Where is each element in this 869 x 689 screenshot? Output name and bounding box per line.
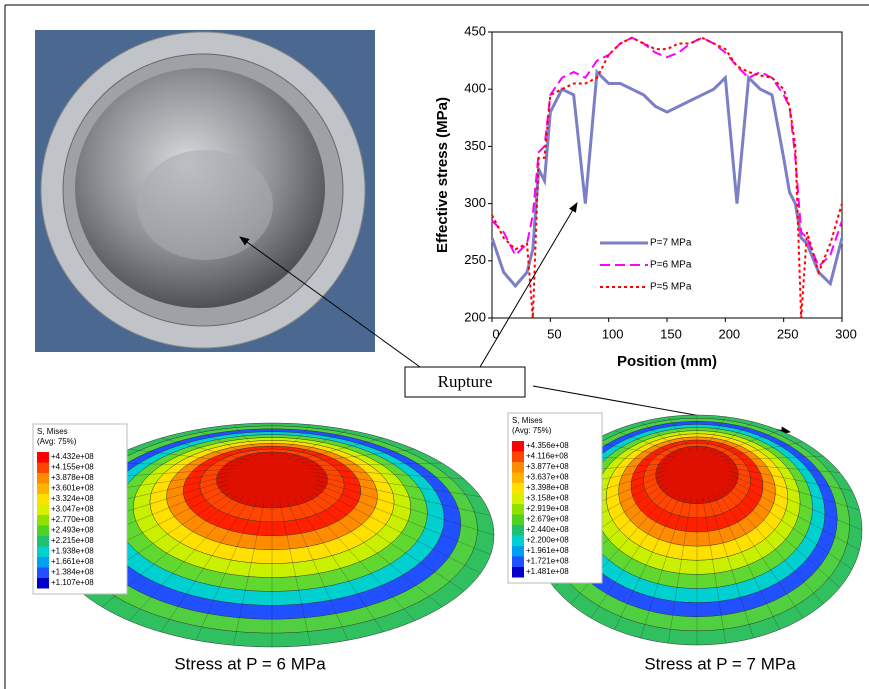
legend-label: +2.440e+08 — [526, 525, 569, 534]
legend-label: P=5 MPa — [650, 282, 692, 293]
legend-swatch — [37, 473, 49, 484]
legend-label: +3.601e+08 — [51, 484, 94, 493]
legend-swatch — [512, 494, 524, 505]
legend-label: +2.493e+08 — [51, 526, 94, 535]
legend-swatch — [512, 483, 524, 494]
legend-swatch — [512, 525, 524, 536]
legend-swatch — [37, 578, 49, 589]
caption: Stress at P = 6 MPa — [174, 654, 326, 673]
legend-label: +1.107e+08 — [51, 578, 94, 587]
legend-label: +2.215e+08 — [51, 536, 94, 545]
legend-swatch — [512, 441, 524, 452]
y-tick-label: 350 — [464, 138, 486, 153]
y-tick-label: 450 — [464, 23, 486, 38]
contour-band — [217, 452, 328, 508]
legend-label: +1.384e+08 — [51, 568, 94, 577]
legend-title: S, Mises — [37, 427, 68, 436]
legend-swatch — [512, 462, 524, 473]
legend-swatch — [37, 494, 49, 505]
y-tick-label: 400 — [464, 81, 486, 96]
x-tick-label: 150 — [660, 326, 682, 341]
line-chart: 200250300350400450050100150200250300Effe… — [434, 23, 857, 370]
legend-label: +3.877e+08 — [526, 462, 569, 471]
y-tick-label: 250 — [464, 252, 486, 267]
legend-swatch — [37, 568, 49, 579]
legend-swatch — [37, 484, 49, 495]
legend-subtitle: (Avg: 75%) — [512, 426, 552, 435]
caption: Stress at P = 7 MPa — [644, 654, 796, 673]
legend-label: +4.116e+08 — [526, 452, 569, 461]
legend-label: +4.432e+08 — [51, 452, 94, 461]
legend-label: P=7 MPa — [650, 238, 692, 249]
legend-label: +3.047e+08 — [51, 505, 94, 514]
y-tick-label: 300 — [464, 195, 486, 210]
legend-swatch — [37, 557, 49, 568]
legend-subtitle: (Avg: 75%) — [37, 437, 77, 446]
y-tick-label: 200 — [464, 309, 486, 324]
x-tick-label: 200 — [718, 326, 740, 341]
x-tick-label: 300 — [835, 326, 857, 341]
legend-label: +1.481e+08 — [526, 567, 569, 576]
legend-label: +3.398e+08 — [526, 483, 569, 492]
legend-label: +4.155e+08 — [51, 463, 94, 472]
x-tick-label: 100 — [602, 326, 624, 341]
legend-label: +3.637e+08 — [526, 473, 569, 482]
legend-label: +2.919e+08 — [526, 504, 569, 513]
legend-label: +1.938e+08 — [51, 547, 94, 556]
legend-swatch — [512, 546, 524, 557]
legend-label: +2.770e+08 — [51, 515, 94, 524]
legend-swatch — [512, 567, 524, 578]
y-axis-label: Effective stress (MPa) — [434, 97, 451, 253]
contour-band — [656, 446, 739, 504]
legend-label: +2.200e+08 — [526, 536, 569, 545]
legend-swatch — [37, 452, 49, 463]
legend-swatch — [37, 515, 49, 526]
legend-swatch — [512, 473, 524, 484]
legend-label: +3.878e+08 — [51, 473, 94, 482]
legend-swatch — [512, 452, 524, 463]
legend-swatch — [37, 536, 49, 547]
legend-label: P=6 MPa — [650, 260, 692, 271]
legend-label: +4.356e+08 — [526, 441, 569, 450]
legend-label: +1.961e+08 — [526, 546, 569, 555]
legend-swatch — [512, 536, 524, 547]
legend-swatch — [37, 505, 49, 516]
x-tick-label: 50 — [547, 326, 561, 341]
legend-label: +3.158e+08 — [526, 494, 569, 503]
legend-label: +3.324e+08 — [51, 494, 94, 503]
legend-swatch — [512, 515, 524, 526]
annotation: Rupture — [438, 372, 493, 391]
x-tick-label: 250 — [777, 326, 799, 341]
legend-swatch — [512, 504, 524, 515]
contour-plots: S, Mises(Avg: 75%)+4.432e+08+4.155e+08+3… — [33, 413, 862, 673]
legend-swatch — [37, 547, 49, 558]
legend-swatch — [37, 463, 49, 474]
legend-label: +1.661e+08 — [51, 557, 94, 566]
legend-swatch — [512, 557, 524, 568]
legend-label: +2.679e+08 — [526, 515, 569, 524]
legend-swatch — [37, 526, 49, 537]
x-axis-label: Position (mm) — [617, 353, 717, 370]
legend-label: +1.721e+08 — [526, 557, 569, 566]
legend-title: S, Mises — [512, 416, 543, 425]
photo — [35, 30, 375, 352]
figure: 200250300350400450050100150200250300Effe… — [0, 0, 869, 689]
